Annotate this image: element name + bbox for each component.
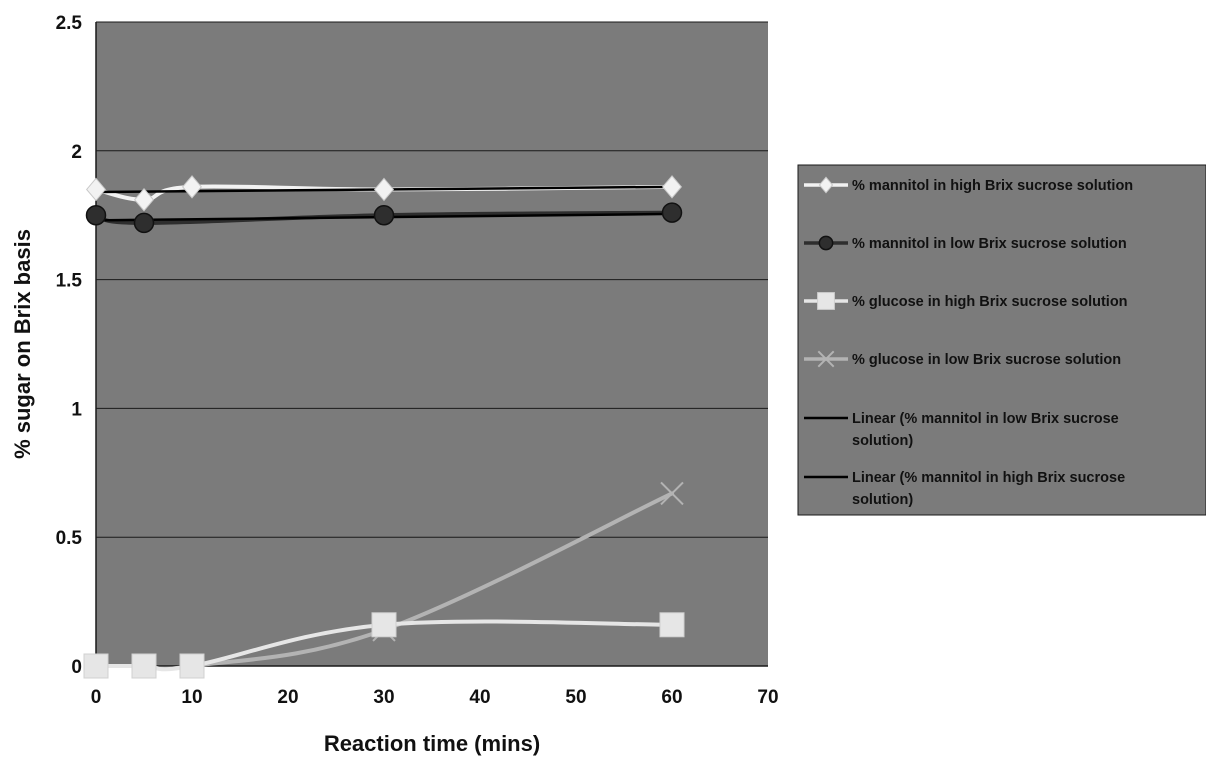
legend-label-4-line1: Linear (% mannitol in low Brix sucrose — [852, 411, 1119, 427]
legend-label-5-line1: Linear (% mannitol in high Brix sucrose — [852, 470, 1125, 486]
legend-marker-3-stroke-b — [817, 350, 835, 368]
data-point-s3-4 — [660, 481, 684, 506]
legend-label-5-line2: solution) — [852, 492, 913, 508]
legend-item-3: % glucose in low Brix sucrose solution — [804, 350, 1121, 368]
plot-area — [96, 22, 768, 666]
legend-marker-3 — [817, 350, 835, 368]
data-point-s0-3 — [373, 177, 395, 202]
legend-item-2: % glucose in high Brix sucrose solution — [804, 292, 1128, 310]
data-point-s2-0 — [83, 653, 109, 679]
x-tick-label-5: 50 — [565, 687, 586, 708]
legend-item-1: % mannitol in low Brix sucrose solution — [804, 235, 1127, 252]
legend-box — [797, 164, 1206, 516]
data-point-s1-1 — [133, 212, 155, 234]
x-axis-title: Reaction time (mins) — [324, 731, 540, 756]
data-point-s0-4 — [661, 175, 683, 199]
legend-item-5: Linear (% mannitol in high Brix sucrose s… — [804, 470, 1125, 508]
legend-label-2: % glucose in high Brix sucrose solution — [852, 294, 1128, 310]
y-tick-label-1: 0.5 — [56, 528, 83, 549]
y-tick-label-4: 2 — [71, 142, 82, 163]
x-tick-label-7: 70 — [757, 687, 778, 708]
data-point-s2-2 — [179, 653, 205, 679]
y-tick-label-0: 0 — [71, 657, 82, 678]
y-tick-label-3: 1.5 — [56, 271, 83, 292]
y-tick-labels: 0 0.5 1 1.5 2 2.5 — [56, 13, 83, 678]
gridlines — [96, 21, 768, 538]
legend-label-4-line2: solution) — [852, 433, 913, 449]
legend-label-0: % mannitol in high Brix sucrose solution — [852, 178, 1133, 194]
data-point-s0-1 — [133, 187, 155, 212]
legend-label-4: Linear (% mannitol in low Brix sucrose so… — [852, 411, 1119, 449]
legend-label-3: % glucose in low Brix sucrose solution — [852, 352, 1121, 368]
data-point-s0-2 — [181, 175, 203, 199]
legend-marker-2 — [817, 292, 835, 310]
y-tick-label-5: 2.5 — [56, 13, 83, 34]
x-tick-labels: 0 10 20 30 40 50 60 70 — [91, 687, 779, 708]
data-point-s2-3 — [371, 612, 397, 638]
legend: % mannitol in high Brix sucrose solution… — [797, 164, 1206, 516]
legend-item-0: % mannitol in high Brix sucrose solution — [804, 176, 1133, 194]
x-tick-label-1: 10 — [181, 687, 202, 708]
legend-item-4: Linear (% mannitol in low Brix sucrose so… — [804, 411, 1119, 449]
x-tick-label-2: 20 — [277, 687, 298, 708]
data-point-s1-2 — [373, 204, 395, 226]
x-tick-label-0: 0 — [91, 687, 102, 708]
data-point-s0-0 — [85, 177, 107, 202]
legend-marker-0 — [818, 176, 834, 194]
data-point-s3-4-stroke-b — [660, 481, 684, 506]
data-point-s1-0 — [85, 204, 107, 226]
data-point-s2-1 — [131, 653, 157, 679]
y-axis-title: % sugar on Brix basis — [10, 229, 35, 459]
series-markers — [83, 175, 685, 679]
data-point-s1-3 — [661, 202, 683, 223]
x-tick-label-4: 40 — [469, 687, 490, 708]
y-tick-label-2: 1 — [71, 399, 82, 420]
legend-marker-1 — [818, 235, 834, 251]
data-point-s2-4 — [659, 612, 685, 638]
legend-label-1: % mannitol in low Brix sucrose solution — [852, 236, 1127, 252]
x-tick-label-3: 30 — [373, 687, 394, 708]
legend-label-5: Linear (% mannitol in high Brix sucrose s… — [852, 470, 1125, 508]
x-tick-label-6: 60 — [661, 687, 682, 708]
